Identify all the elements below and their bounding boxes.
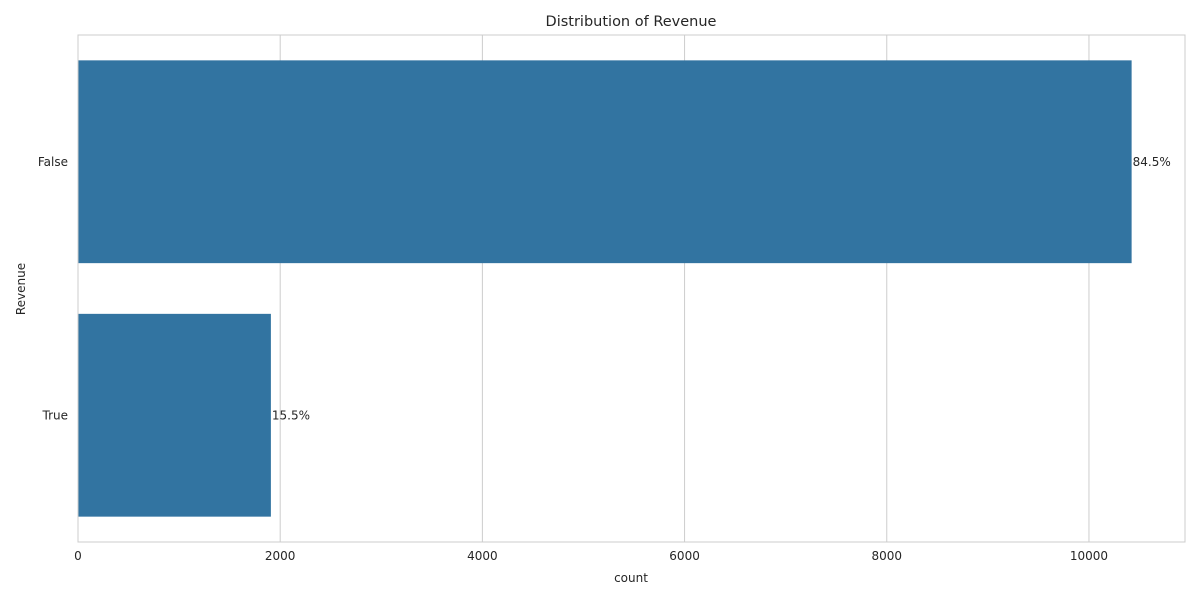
plot-border: [77, 34, 1186, 543]
x-tick-label: 2000: [265, 549, 296, 563]
y-tick-labels: False True: [38, 155, 68, 423]
y-tick-label: False: [38, 155, 68, 169]
bar-value-label: 15.5%: [272, 408, 310, 422]
chart-title: Distribution of Revenue: [546, 14, 717, 30]
bar-false: [78, 60, 1132, 264]
x-axis-label: count: [614, 571, 648, 585]
bar-value-label: 84.5%: [1133, 155, 1171, 169]
plot-frame: [77, 34, 1186, 543]
y-tick-label: True: [42, 408, 69, 422]
x-tick-label: 6000: [669, 549, 700, 563]
x-tick-label: 0: [74, 549, 82, 563]
x-tick-labels: 0 2000 4000 6000 8000 10000: [74, 549, 1108, 563]
x-tick-label: 10000: [1070, 549, 1108, 563]
bar-labels: 84.5% 15.5%: [272, 155, 1171, 423]
x-tick-label: 8000: [871, 549, 902, 563]
bars: [78, 60, 1132, 517]
bar-true: [78, 313, 271, 517]
x-tick-label: 4000: [467, 549, 498, 563]
y-axis-label: Revenue: [14, 263, 28, 315]
